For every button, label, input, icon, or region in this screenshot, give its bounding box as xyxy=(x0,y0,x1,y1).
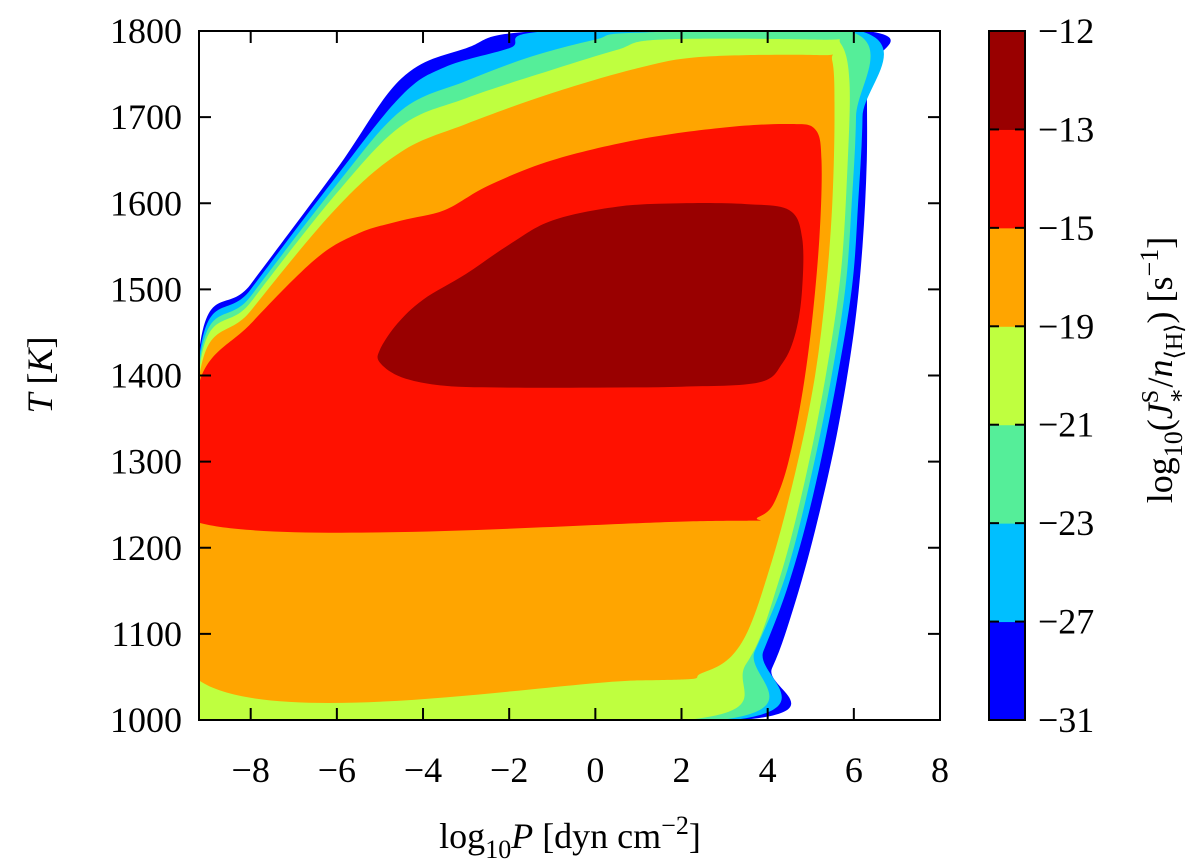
colorbar-band xyxy=(989,31,1025,130)
x-tick-label: 6 xyxy=(845,750,863,790)
y-tick-label: 1200 xyxy=(110,528,182,568)
x-tick-label: −4 xyxy=(404,750,442,790)
y-tick-label: 1800 xyxy=(110,11,182,51)
colorbar-title: log10(JS∗/n⟨H⟩) [s−1] xyxy=(1135,237,1190,503)
y-axis-title: T [K] xyxy=(20,336,60,413)
contour-region-7 xyxy=(377,203,804,388)
x-tick-label: 0 xyxy=(586,750,604,790)
colorbar-tick-label: −15 xyxy=(1038,208,1094,248)
y-tick-label: 1000 xyxy=(110,700,182,740)
colorbar-tick-label: −27 xyxy=(1038,602,1094,642)
x-axis-title: log10P [dyn cm−2] xyxy=(439,811,701,864)
y-tick-label: 1300 xyxy=(110,442,182,482)
x-tick-label: 2 xyxy=(673,750,691,790)
colorbar-tick-label: −12 xyxy=(1038,11,1094,51)
y-tick-label: 1400 xyxy=(110,356,182,396)
colorbar-tick-label: −19 xyxy=(1038,306,1094,346)
x-tick-label: 8 xyxy=(931,750,949,790)
colorbar-frame xyxy=(988,30,1026,721)
x-tick-label: −8 xyxy=(232,750,270,790)
colorbar-tick-label: −31 xyxy=(1038,700,1094,740)
x-tick-label: −6 xyxy=(318,750,356,790)
colorbar xyxy=(989,31,1025,721)
y-tick-label: 1700 xyxy=(110,97,182,137)
x-tick-label: −2 xyxy=(490,750,528,790)
y-tick-label: 1500 xyxy=(110,269,182,309)
y-tick-label: 1100 xyxy=(111,614,182,654)
colorbar-tick-label: −21 xyxy=(1038,405,1094,445)
colorbar-band xyxy=(989,523,1025,623)
plot-area xyxy=(199,31,891,720)
colorbar-tick-label: −13 xyxy=(1038,109,1094,149)
colorbar-tick-label: −23 xyxy=(1038,503,1094,543)
colorbar-band xyxy=(989,227,1025,327)
colorbar-ticks: −31 −27 −23 −21 −19 −15 −13 −12 xyxy=(989,11,1094,740)
y-tick-label: 1600 xyxy=(110,183,182,223)
colorbar-band xyxy=(989,129,1025,229)
y-axis: 1000 1100 1200 1300 1400 1500 1600 1700 1800 xyxy=(110,11,940,740)
colorbar-band xyxy=(989,326,1025,426)
x-axis: −8 −6 −4 −2 0 2 4 6 8 xyxy=(232,31,949,790)
x-tick-label: 4 xyxy=(759,750,777,790)
colorbar-band xyxy=(989,621,1025,721)
colorbar-band xyxy=(989,424,1025,524)
